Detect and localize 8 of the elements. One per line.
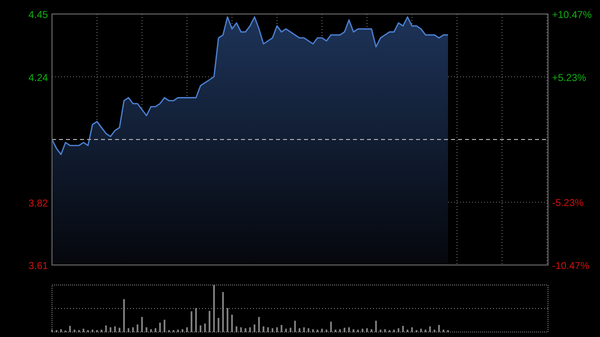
y2-tick-label: -10.47% <box>552 261 590 272</box>
y-tick-label: 4.24 <box>28 72 48 84</box>
y-tick-label: 3.82 <box>28 198 48 210</box>
y2-tick-label: -5.23% <box>552 198 584 210</box>
y2-tick-label: +5.23% <box>552 72 586 84</box>
y-tick-label: 4.45 <box>28 10 48 21</box>
y2-tick-label: +10.47% <box>552 10 592 21</box>
y-tick-label: 3.61 <box>28 261 48 272</box>
